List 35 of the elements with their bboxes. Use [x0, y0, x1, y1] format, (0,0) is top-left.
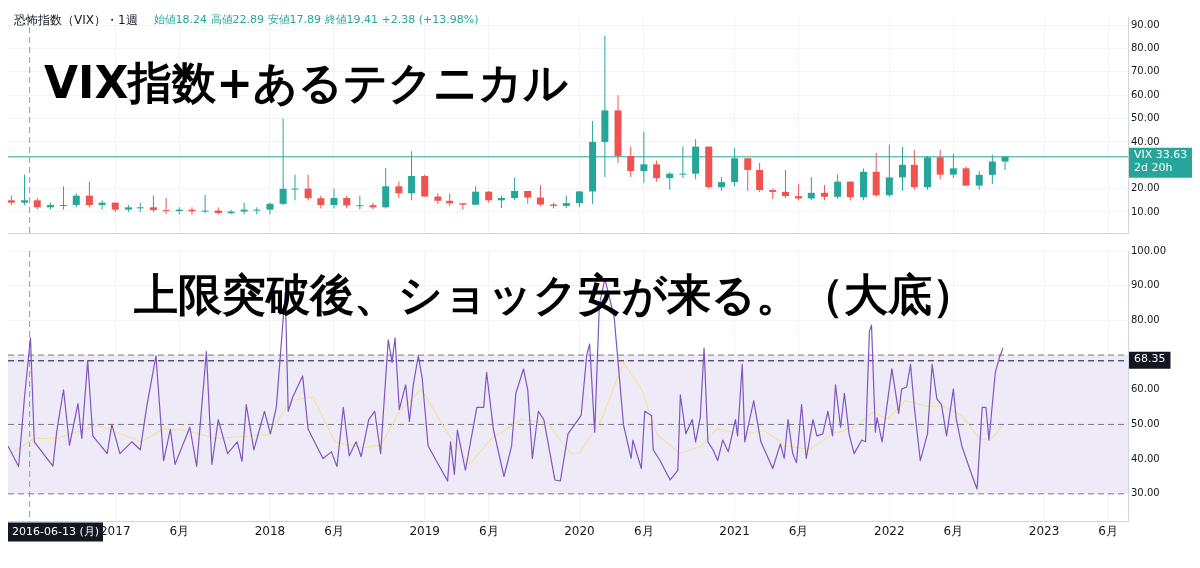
- y-tick-label: 40.00: [1131, 135, 1160, 147]
- y-tick-label: 30.00: [1131, 487, 1160, 499]
- ref-line-label: 68.35: [1134, 351, 1166, 365]
- x-tick-label: 2020: [564, 523, 595, 538]
- x-tick-label: 2023: [1028, 523, 1060, 538]
- y-tick-label: 80.00: [1131, 42, 1160, 54]
- x-tick-label: 2021: [719, 523, 750, 538]
- y-tick-label: 90.00: [1131, 18, 1160, 30]
- y-tick-label: 80.00: [1131, 313, 1160, 325]
- ref-line-label: 2016-06-13 (月): [12, 525, 100, 539]
- y-tick-label: 40.00: [1131, 452, 1160, 464]
- y-tick-label: 90.00: [1131, 279, 1160, 291]
- y-tick-label: 60.00: [1131, 88, 1160, 100]
- y-tick-label: 70.00: [1131, 65, 1160, 77]
- annotation: 始値18.24 高値22.89 安値17.89 終値19.41 +2.38 (+13.98%): [153, 12, 479, 28]
- annotation: 上限突破後、ショック安が来る。（大底）: [134, 268, 976, 322]
- x-tick-label: 2018: [254, 523, 286, 538]
- y-tick-label: 50.00: [1131, 418, 1160, 430]
- ref-line-label: VIX 33.63 2d 20h: [1134, 147, 1188, 174]
- y-tick-label: 60.00: [1131, 383, 1160, 395]
- x-tick-label: 6月: [478, 523, 499, 538]
- x-tick-label: 2019: [409, 523, 440, 538]
- y-tick-label: 20.00: [1131, 182, 1160, 194]
- x-tick-label: 2022: [874, 523, 905, 538]
- annotation: VIX指数+あるテクニカル: [44, 56, 569, 110]
- x-tick-label: 6月: [943, 523, 964, 538]
- x-tick-label: 6月: [788, 523, 809, 538]
- x-tick-label: 6月: [324, 523, 344, 538]
- y-tick-label: 100.00: [1131, 244, 1166, 256]
- x-tick-label: 6月: [634, 523, 654, 538]
- y-tick-label: 10.00: [1131, 205, 1160, 217]
- x-tick-label: 6月: [169, 523, 190, 538]
- chart-subtitle: 恐怖指数（VIX）・1週: [14, 12, 138, 29]
- x-tick-label: 6月: [1098, 523, 1118, 538]
- y-tick-label: 50.00: [1131, 112, 1160, 124]
